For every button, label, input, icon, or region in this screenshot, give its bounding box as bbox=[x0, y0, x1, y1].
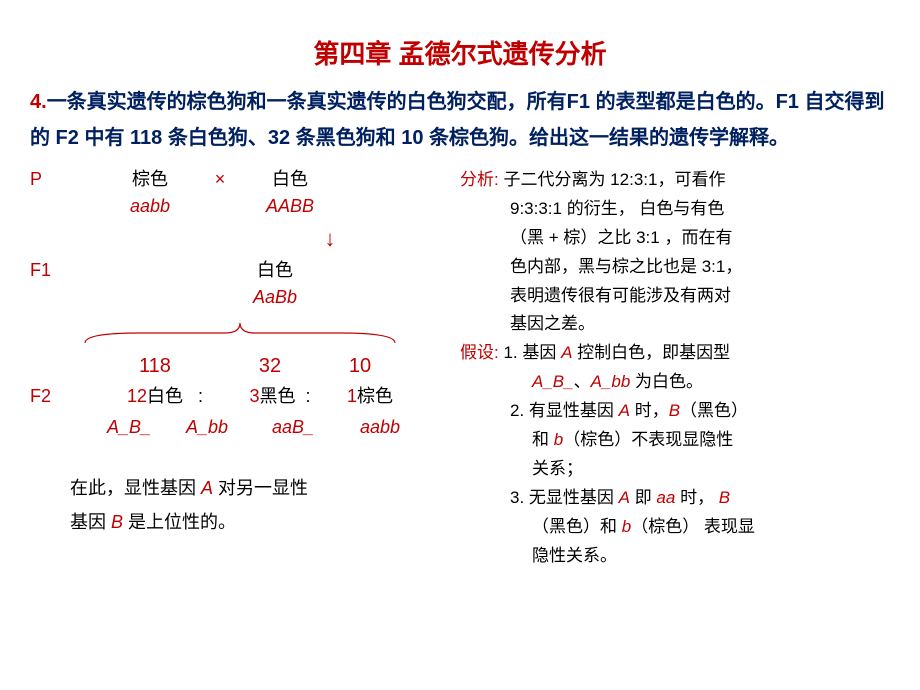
analysis-l2: 9:3:3:1 的衍生， 白色与有色 bbox=[460, 195, 890, 224]
concl-1a: 在此，显性基因 bbox=[70, 478, 201, 498]
question-number: 4. bbox=[30, 91, 47, 113]
h1c2: A_bb bbox=[591, 372, 631, 391]
h1b: 控制白色，即基因型 bbox=[572, 343, 730, 362]
colon-2: : bbox=[306, 386, 311, 406]
brace-divider bbox=[30, 321, 450, 351]
h2-B: B bbox=[669, 401, 680, 420]
h1a: 1. 基因 bbox=[499, 343, 561, 362]
h2da: 和 bbox=[532, 430, 554, 449]
concl-2b: 是上位性的。 bbox=[123, 512, 236, 532]
h1sep: 、 bbox=[574, 372, 591, 391]
colon-1: : bbox=[198, 386, 203, 406]
cross-diagram: P 棕色 aabb × 白色 AABB ↓ F1 白色 AaBb bbox=[30, 166, 450, 570]
h1end: 为白色。 bbox=[630, 372, 703, 391]
h3-B: B bbox=[719, 488, 730, 507]
question-text: 4.一条真实遗传的棕色狗和一条真实遗传的白色狗交配，所有F1 的表型都是白色的。… bbox=[30, 84, 890, 156]
geno-3: aaB_ bbox=[246, 414, 340, 441]
geno-4: aabb bbox=[340, 414, 420, 441]
p-white-geno: AABB bbox=[240, 193, 340, 220]
conclusion-text: 在此，显性基因 A 对另一显性 基因 B 是上位性的。 bbox=[30, 471, 450, 539]
h2-b: b bbox=[554, 430, 563, 449]
f2-ratio-3: 1 bbox=[347, 386, 357, 406]
h2c: （黑色） bbox=[680, 401, 748, 420]
analysis-l3: （黑 + 棕）之比 3:1 ，而在有 bbox=[460, 224, 890, 253]
f2-count-1: 118 bbox=[90, 351, 220, 381]
h2dc: （棕色）不表现显隐性 bbox=[563, 430, 733, 449]
f2-pheno-2: 黑色 bbox=[259, 386, 295, 406]
f2-pheno-1: 白色 bbox=[147, 386, 183, 406]
p-brown-geno: aabb bbox=[100, 193, 200, 220]
h3b: 即 bbox=[630, 488, 656, 507]
analysis-label: 分析: bbox=[460, 170, 499, 189]
content-area: P 棕色 aabb × 白色 AABB ↓ F1 白色 AaBb bbox=[30, 166, 890, 570]
f2-counts: 118 32 10 bbox=[90, 351, 450, 381]
h3c: 时， bbox=[675, 488, 718, 507]
h1-A: A bbox=[561, 343, 572, 362]
concl-1b: 对另一显性 bbox=[213, 478, 308, 498]
h2-A: A bbox=[619, 401, 630, 420]
f1-label: F1 bbox=[30, 257, 100, 284]
analysis-l5: 表明遗传很有可能涉及有两对 bbox=[460, 282, 890, 311]
concl-B: B bbox=[111, 512, 123, 532]
h3da: （黑色）和 bbox=[532, 517, 622, 536]
analysis-l6: 基因之差。 bbox=[460, 310, 890, 339]
f1-pheno: 白色 bbox=[100, 257, 450, 284]
concl-A: A bbox=[201, 478, 213, 498]
chapter-title: 第四章 孟德尔式遗传分析 bbox=[30, 35, 890, 74]
h3-b: b bbox=[622, 517, 631, 536]
p-white-pheno: 白色 bbox=[240, 166, 340, 193]
h3-aa: aa bbox=[656, 488, 675, 507]
h2e: 关系； bbox=[460, 455, 890, 484]
analysis-panel: 分析: 子二代分离为 12:3:1，可看作 9:3:3:1 的衍生， 白色与有色… bbox=[460, 166, 890, 570]
f2-ratio-1: 12 bbox=[127, 386, 147, 406]
f2-ratio-2: 3 bbox=[249, 386, 259, 406]
cross-symbol: × bbox=[200, 166, 240, 220]
f2-pheno-3: 棕色 bbox=[357, 386, 393, 406]
f2-count-3: 10 bbox=[320, 351, 400, 381]
f1-geno: AaBb bbox=[100, 284, 450, 311]
p-brown-pheno: 棕色 bbox=[100, 166, 200, 193]
hypothesis-label: 假设: bbox=[460, 343, 499, 362]
h2a: 2. 有显性基因 bbox=[510, 401, 619, 420]
geno-2: A_bb bbox=[168, 414, 246, 441]
f2-count-2: 32 bbox=[220, 351, 320, 381]
h3a: 3. 无显性基因 bbox=[510, 488, 619, 507]
f2-label: F2 bbox=[30, 383, 100, 410]
brace-icon bbox=[80, 321, 400, 345]
analysis-l4: 色内部，黑与棕之比也是 3:1， bbox=[460, 253, 890, 282]
p-label: P bbox=[30, 166, 100, 193]
h3e: 隐性关系。 bbox=[460, 542, 890, 571]
geno-1: A_B_ bbox=[90, 414, 168, 441]
h3dc: （棕色） 表现显 bbox=[631, 517, 755, 536]
concl-2a: 基因 bbox=[70, 512, 111, 532]
down-arrow-icon: ↓ bbox=[210, 222, 450, 255]
h1c1: A_B_ bbox=[532, 372, 574, 391]
question-body: 一条真实遗传的棕色狗和一条真实遗传的白色狗交配，所有F1 的表型都是白色的。F1… bbox=[30, 91, 884, 149]
f2-genotypes: A_B_ A_bb aaB_ aabb bbox=[90, 414, 450, 441]
h3-A: A bbox=[619, 488, 630, 507]
analysis-l1: 子二代分离为 12:3:1，可看作 bbox=[499, 170, 726, 189]
h2b: 时， bbox=[630, 401, 669, 420]
